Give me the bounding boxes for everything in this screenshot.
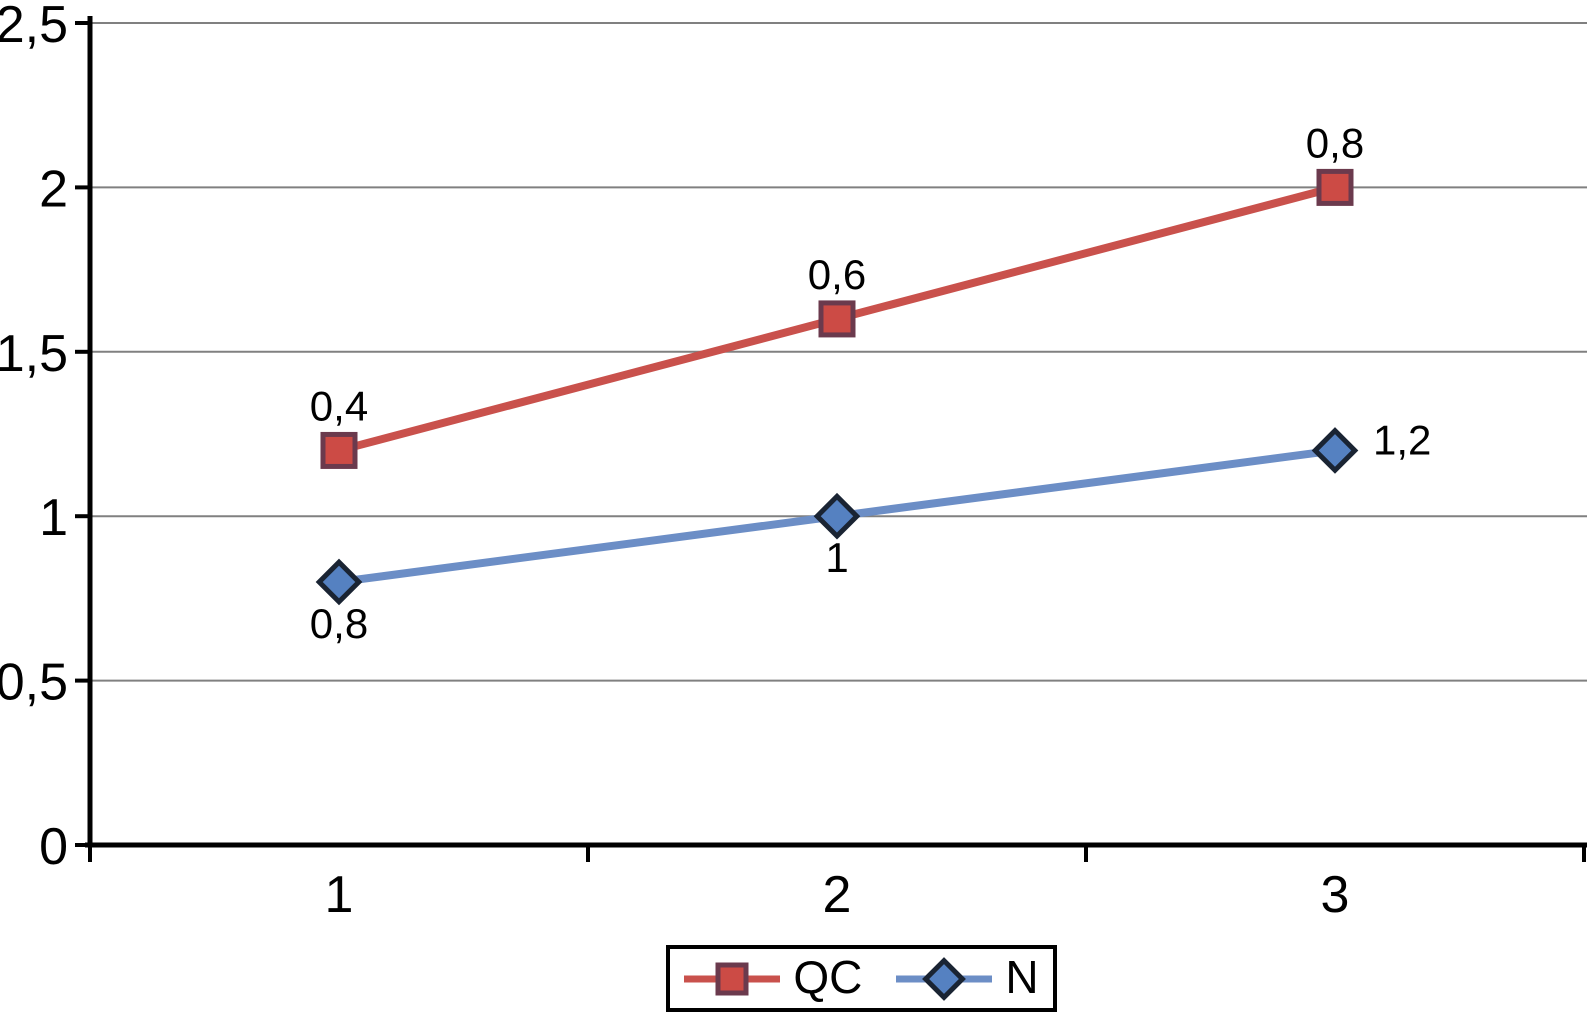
y-tick-label: 0 [39,818,68,876]
marker-qc-2 [818,300,856,338]
y-tick-label: 0,5 [0,654,68,712]
legend-item-qc: QC [684,954,862,1004]
y-tick-label: 2 [39,160,68,218]
x-tick-label: 2 [823,866,852,924]
marker-n-1 [315,558,363,606]
qc-legend-square-icon [715,962,749,995]
n-legend-diamond-icon [922,956,967,1001]
data-label-qc-1: 0,4 [310,382,368,429]
data-label-n-3: 1,2 [1373,416,1431,463]
marker-qc-1 [320,431,358,469]
data-label-n-1: 0,8 [310,600,368,647]
marker-qc-3 [1316,168,1354,206]
data-label-qc-2: 0,6 [808,251,866,298]
y-tick-label: 1,5 [0,325,68,383]
legend-item-n: N [896,950,1039,1004]
x-tick-label: 1 [325,866,354,924]
marker-n-2 [813,492,861,540]
qc-line-marker-icon [684,962,781,995]
legend-label-qc: QC [793,950,863,1003]
legend: QC N [666,945,1057,1012]
n-line-marker-icon [896,956,993,1001]
data-label-qc-3: 0,8 [1306,119,1364,166]
x-tick-label: 3 [1321,866,1350,924]
marker-n-3 [1311,427,1359,474]
data-label-n-2: 1 [825,534,848,581]
legend-label-n: N [1005,950,1039,1003]
y-tick-label: 1 [39,489,68,547]
y-tick-label: 2,5 [0,0,68,54]
